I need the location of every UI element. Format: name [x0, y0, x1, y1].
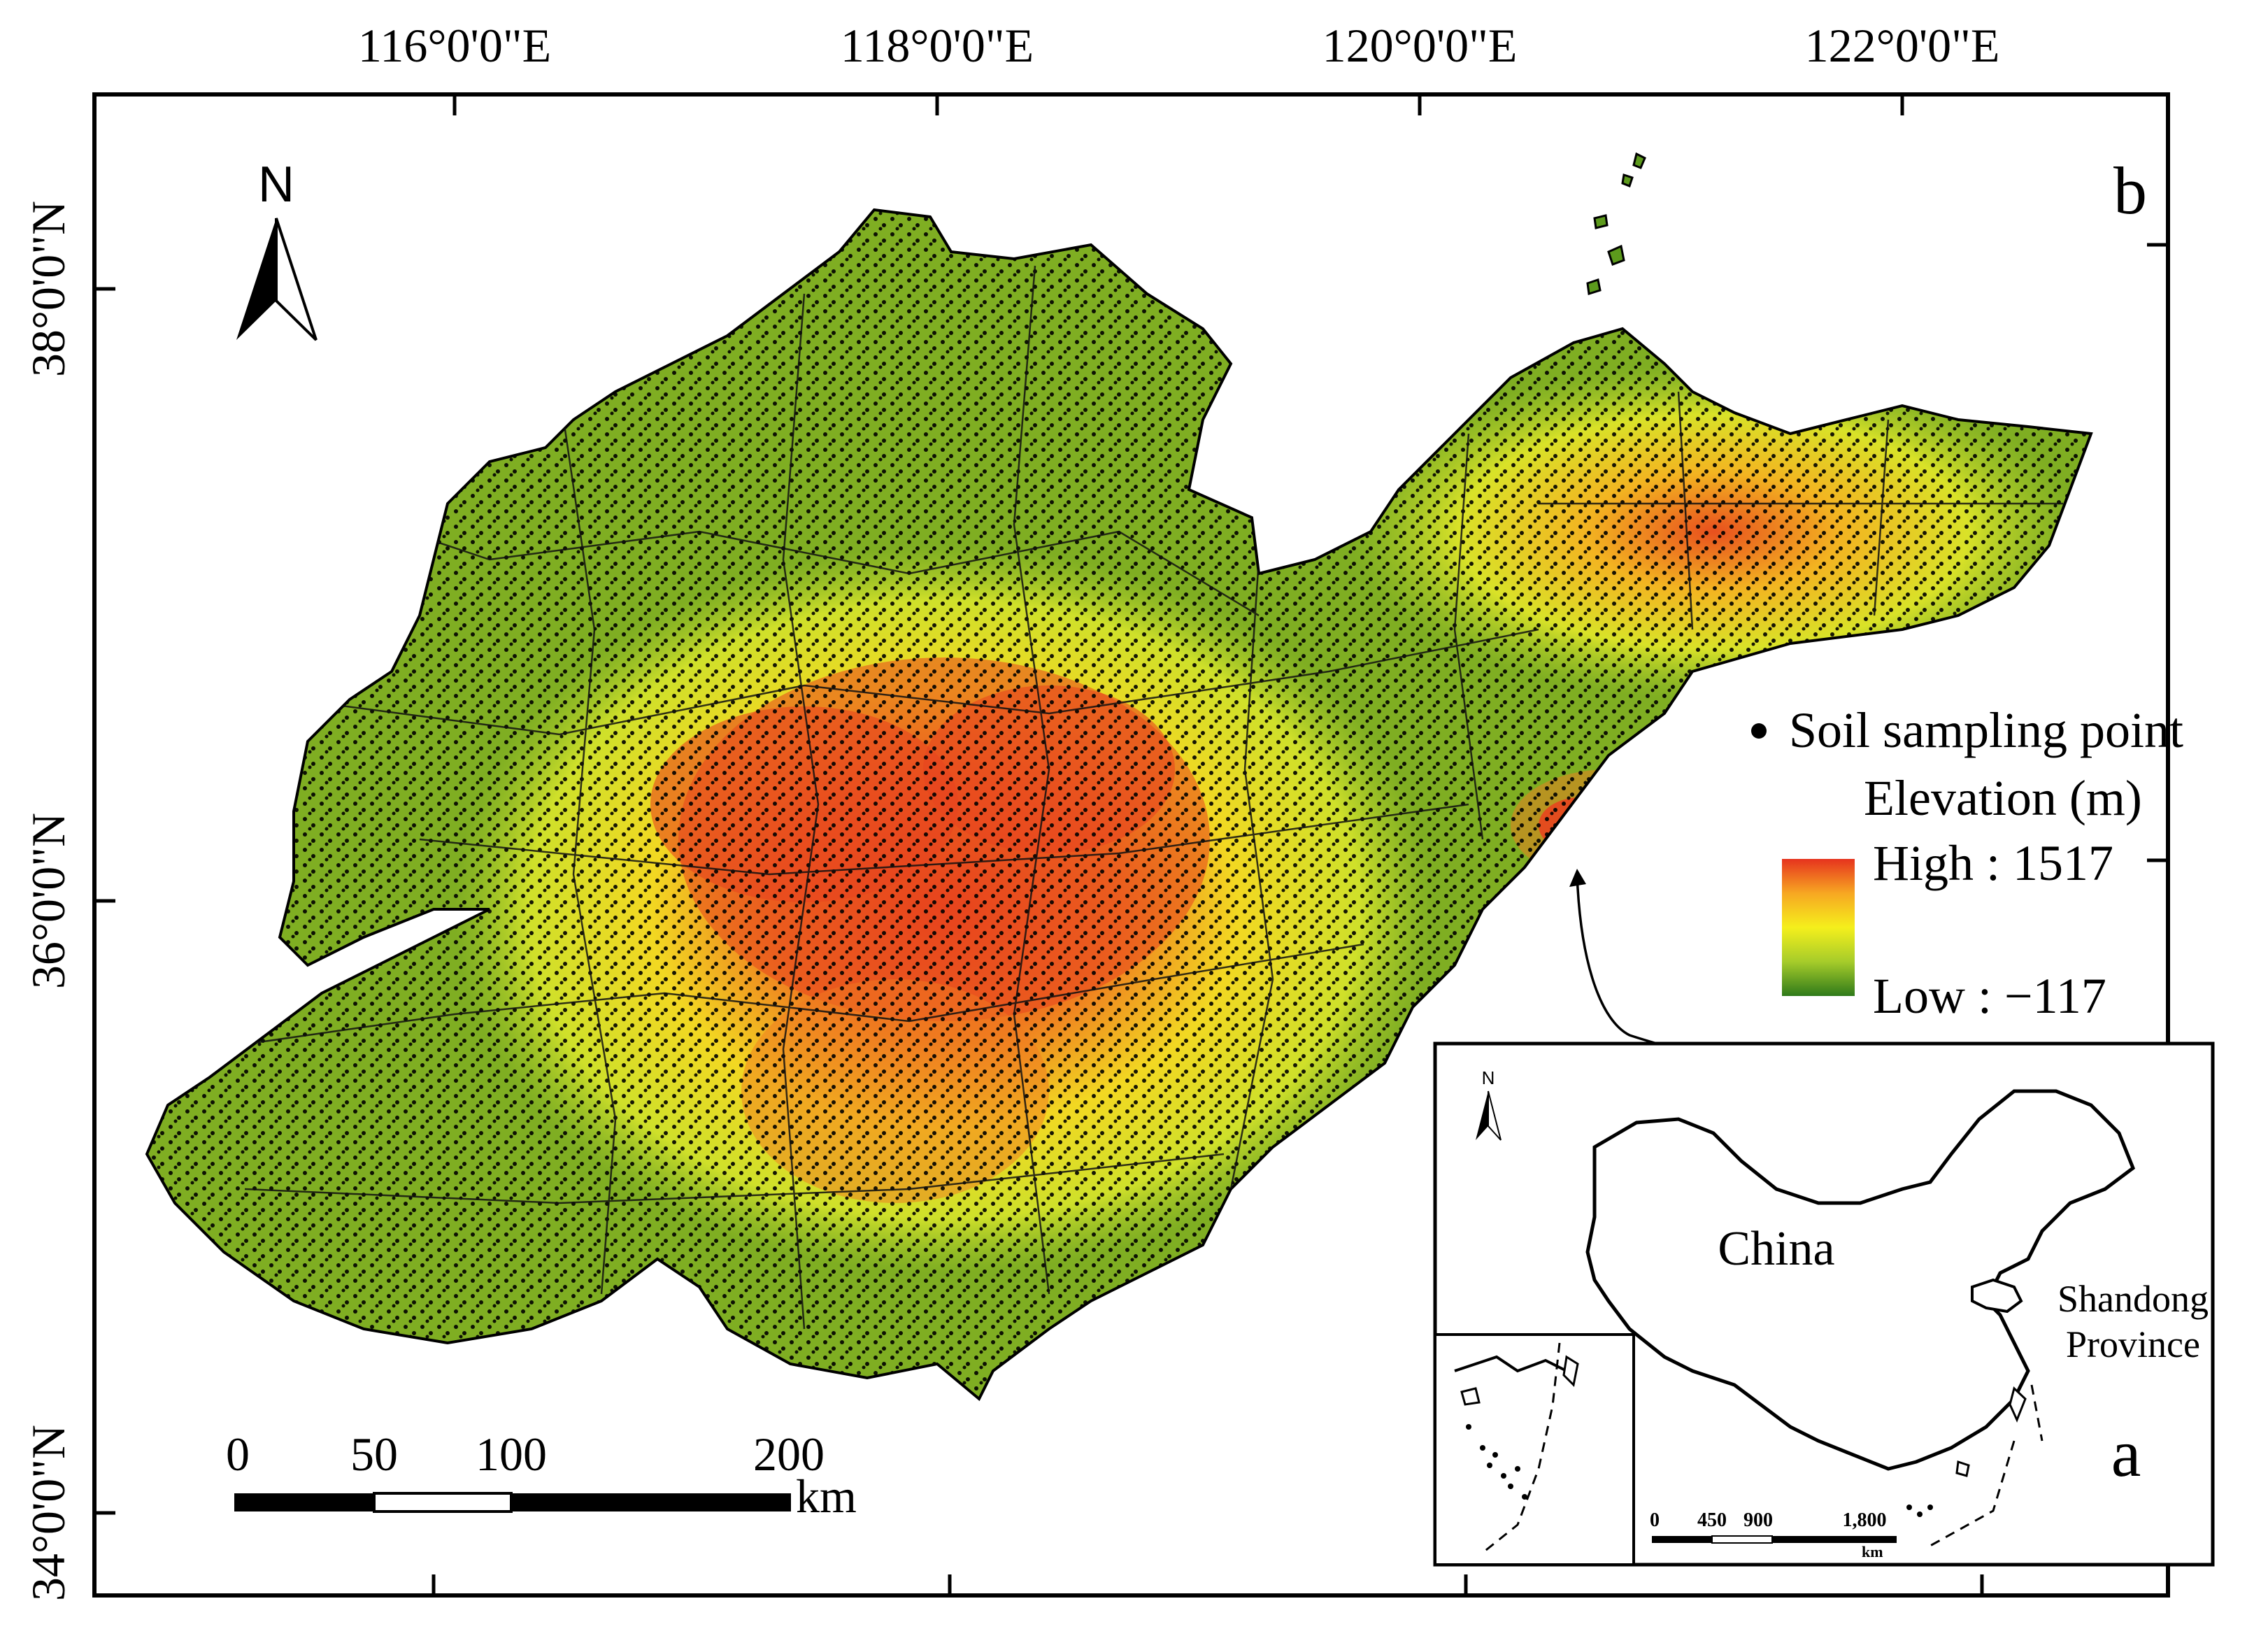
islands: [1586, 152, 1646, 295]
legend-point-label: Soil sampling point: [1789, 702, 2183, 758]
sampling-point-symbol: [1751, 723, 1767, 739]
top-coord-label: 122°0'0"E: [1805, 19, 2000, 72]
top-coord-label: 116°0'0"E: [358, 19, 551, 72]
scale-tick-label: 50: [350, 1428, 398, 1481]
connector-arrowhead: [1569, 869, 1586, 887]
map-frame: [92, 92, 2170, 1598]
scale-bar: 0 50 100 200 km: [226, 1428, 857, 1523]
graticule-ticks: [94, 94, 2168, 1595]
province-boundary: [145, 208, 2093, 1402]
scale-tick-label: 100: [476, 1428, 547, 1481]
scale-tick-label: 200: [753, 1428, 825, 1481]
legend-low-label: Low : −117: [1873, 968, 2106, 1024]
legend: Soil sampling point Elevation (m) High :…: [1751, 702, 2183, 1024]
county-boundaries: [209, 265, 2063, 1330]
inset-north-label: N: [1482, 1067, 1495, 1088]
panel-label-a: a: [2111, 1416, 2141, 1491]
north-arrow-icon: [236, 218, 318, 341]
left-coord-label: 38°0'0"N: [22, 201, 75, 377]
inset-map-china: N China Shandong Province a 0 450 900 1,…: [1433, 1041, 2215, 1567]
top-coord-label: 118°0'0"E: [841, 19, 1034, 72]
inset-scale-tick: 450: [1697, 1509, 1727, 1531]
left-coord-label: 36°0'0"N: [22, 813, 75, 989]
scale-tick-label: 0: [226, 1428, 250, 1481]
inset-scale-tick: 900: [1743, 1509, 1773, 1531]
inset-scale-unit: km: [1862, 1543, 1883, 1560]
inset-scale-tick: 1,800: [1843, 1509, 1887, 1531]
north-label: N: [258, 157, 294, 213]
top-coord-label: 120°0'0"E: [1322, 19, 1518, 72]
left-coord-label: 34°0'0"N: [22, 1425, 75, 1601]
legend-high-label: High : 1517: [1873, 835, 2113, 891]
inset-scale-bar: 0 450 900 1,800 km: [1650, 1509, 1897, 1560]
china-label: China: [1718, 1222, 1834, 1276]
elevation-color-ramp: [1782, 859, 1855, 996]
legend-elevation-title: Elevation (m): [1864, 770, 2142, 826]
province-label-line2: Province: [2066, 1323, 2200, 1365]
province-label-line1: Shandong: [2057, 1278, 2209, 1320]
inset-scale-tick: 0: [1650, 1509, 1660, 1531]
south-china-sea-box: [1434, 1333, 1635, 1566]
shandong-in-inset: [1971, 1278, 2023, 1314]
scale-unit-label: km: [796, 1470, 857, 1523]
panel-label-b: b: [2113, 153, 2147, 228]
inset-north-arrow-icon: [1476, 1090, 1502, 1141]
